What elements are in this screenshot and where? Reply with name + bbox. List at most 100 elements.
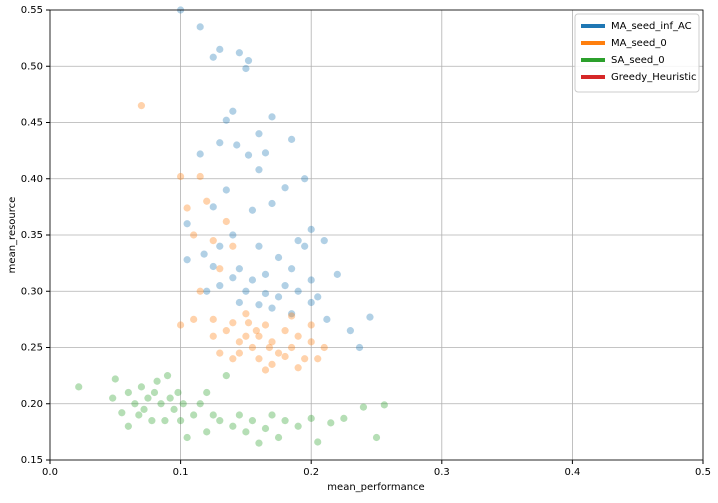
point [261, 321, 270, 329]
y-tick-label: 0.25 [21, 343, 43, 354]
point [268, 411, 276, 419]
y-tick-label: 0.55 [21, 5, 43, 16]
point [307, 338, 315, 346]
point [244, 151, 253, 159]
point [320, 237, 328, 245]
point [314, 293, 322, 301]
point [216, 417, 224, 425]
point [255, 439, 263, 447]
point [183, 256, 191, 264]
point [131, 400, 139, 408]
point [229, 107, 237, 115]
legend-label: MA_seed_inf_AC [611, 21, 692, 32]
point [203, 428, 211, 436]
point [216, 139, 224, 147]
point [255, 301, 263, 309]
x-tick-label: 0.3 [434, 467, 450, 478]
point [255, 242, 263, 250]
point [255, 130, 263, 138]
point [380, 401, 388, 409]
point [209, 411, 217, 419]
point [166, 394, 174, 402]
point [372, 433, 381, 442]
point [268, 338, 276, 346]
point [183, 433, 191, 442]
point [346, 327, 354, 335]
plot-frame [49, 9, 704, 461]
point [355, 343, 364, 352]
point [268, 304, 276, 312]
point [248, 343, 257, 352]
point [209, 332, 217, 340]
point [209, 262, 217, 271]
point [150, 388, 159, 397]
point [242, 332, 250, 340]
point [179, 400, 187, 408]
point [229, 242, 237, 250]
point [268, 199, 276, 208]
point [157, 400, 165, 408]
point [255, 355, 263, 363]
point [268, 360, 276, 368]
point [196, 287, 204, 295]
point [366, 313, 374, 321]
y-tick-label: 0.50 [21, 61, 43, 72]
y-tick-label: 0.40 [21, 174, 43, 185]
point [124, 422, 132, 430]
point [242, 310, 250, 318]
x-tick-label: 0.0 [42, 467, 58, 478]
legend-box [574, 13, 700, 93]
y-axis-label: mean_resource [7, 197, 18, 274]
x-tick-label: 0.1 [173, 467, 189, 478]
point [281, 327, 289, 335]
point [148, 417, 156, 425]
point [320, 343, 328, 352]
point [222, 186, 230, 194]
point [294, 237, 302, 245]
point [209, 203, 217, 211]
point [274, 253, 283, 262]
point [333, 270, 341, 278]
point [242, 287, 250, 295]
point [177, 172, 185, 181]
legend-label: SA_seed_0 [611, 55, 665, 66]
y-tick-label: 0.45 [21, 118, 43, 129]
point [216, 265, 224, 273]
point [248, 417, 257, 425]
point [229, 274, 237, 282]
point [268, 113, 276, 121]
point [153, 377, 161, 385]
point [274, 349, 283, 357]
point [288, 343, 296, 352]
point [274, 433, 283, 442]
point [307, 276, 315, 284]
point [261, 424, 270, 433]
point [161, 417, 169, 425]
point [196, 400, 204, 408]
point [144, 394, 152, 402]
point [248, 276, 257, 284]
point [222, 116, 230, 124]
point [261, 366, 270, 374]
point [229, 231, 237, 239]
point [216, 242, 224, 250]
point [288, 135, 296, 143]
y-tick-label: 0.15 [21, 455, 43, 466]
point [301, 242, 309, 250]
point [170, 405, 178, 413]
point [327, 419, 335, 427]
legend-label: MA_seed_0 [611, 38, 667, 49]
point [244, 319, 253, 327]
point [190, 231, 198, 239]
point [288, 310, 296, 318]
point [196, 23, 204, 31]
point [294, 364, 302, 372]
y-tick-label: 0.20 [21, 399, 43, 410]
point [140, 405, 148, 413]
point [216, 349, 224, 357]
point [281, 184, 289, 192]
point [135, 411, 143, 419]
point [235, 338, 243, 346]
x-tick-label: 0.2 [303, 467, 319, 478]
